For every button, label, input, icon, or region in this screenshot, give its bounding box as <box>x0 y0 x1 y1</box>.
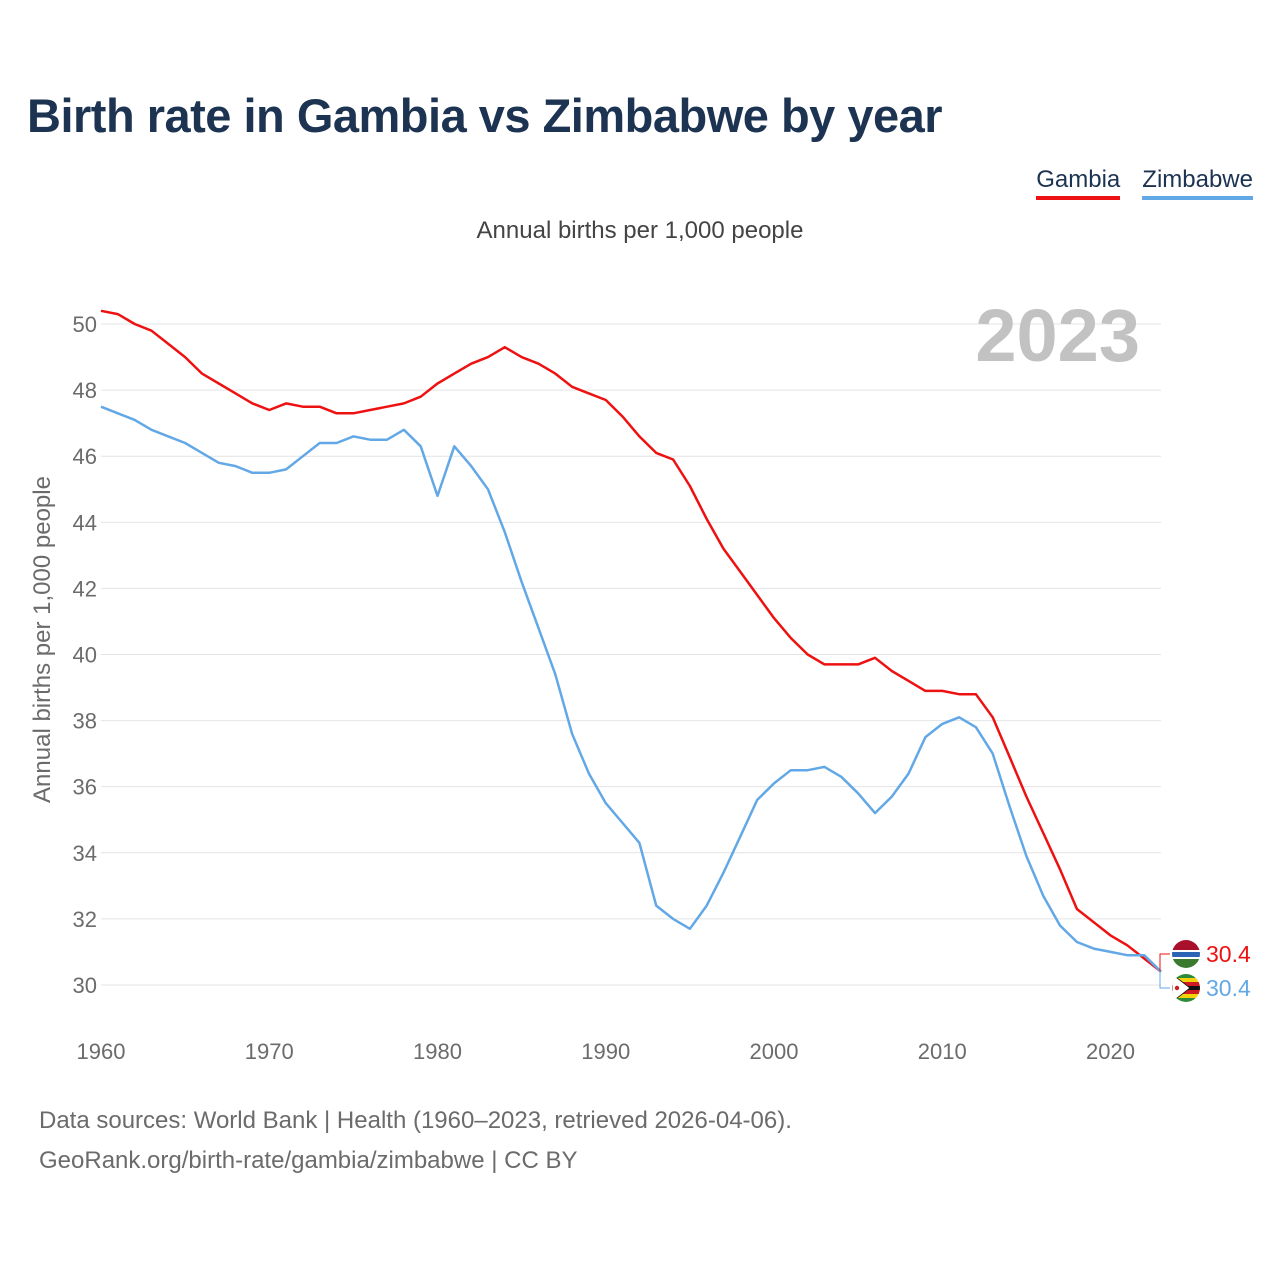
source-url-text[interactable]: GeoRank.org/birth-rate/gambia/zimbabwe |… <box>39 1147 578 1174</box>
y-axis-title: Annual births per 1,000 people <box>29 476 56 803</box>
y-tick-label: 42 <box>73 576 97 601</box>
year-watermark: 2023 <box>975 294 1140 377</box>
y-tick-label: 30 <box>73 973 97 998</box>
end-value-label-gambia: 30.4 <box>1206 941 1251 967</box>
series-line-gambia <box>100 309 1162 973</box>
x-tick-label: 1990 <box>581 1039 630 1064</box>
series-line-zimbabwe <box>100 405 1162 973</box>
x-tick-label: 1980 <box>413 1039 462 1064</box>
y-tick-label: 34 <box>73 841 97 866</box>
data-source-text: Data sources: World Bank | Health (1960–… <box>39 1107 792 1134</box>
y-tick-label: 36 <box>73 775 97 800</box>
y-tick-label: 40 <box>73 643 97 668</box>
legend: Gambia Zimbabwe <box>1036 166 1253 200</box>
legend-item-gambia[interactable]: Gambia <box>1036 166 1121 200</box>
end-value-label-zimbabwe: 30.4 <box>1206 975 1251 1001</box>
end-connector-zimbabwe <box>1159 971 1170 989</box>
x-tick-label: 2010 <box>918 1039 967 1064</box>
legend-item-zimbabwe[interactable]: Zimbabwe <box>1142 166 1253 200</box>
x-tick-label: 1960 <box>77 1039 126 1064</box>
end-connector-gambia <box>1159 953 1170 973</box>
y-tick-label: 38 <box>73 709 97 734</box>
chart-subtitle: Annual births per 1,000 people <box>476 217 804 244</box>
y-tick-label: 50 <box>73 312 97 337</box>
y-tick-label: 32 <box>73 907 97 932</box>
x-tick-label: 2020 <box>1086 1039 1135 1064</box>
y-tick-label: 48 <box>73 378 97 403</box>
y-tick-label: 46 <box>73 444 97 469</box>
gambia-flag-icon <box>1172 940 1200 968</box>
chart-title: Birth rate in Gambia vs Zimbabwe by year <box>27 89 943 142</box>
line-chart: 30 32 34 36 38 40 42 44 46 48 50 1960 1970 1980 1990 20… <box>29 294 1251 1064</box>
x-tick-label: 2000 <box>750 1039 799 1064</box>
zimbabwe-flag-icon <box>1172 974 1200 1002</box>
x-tick-label: 1970 <box>245 1039 294 1064</box>
y-tick-label: 44 <box>73 510 97 535</box>
